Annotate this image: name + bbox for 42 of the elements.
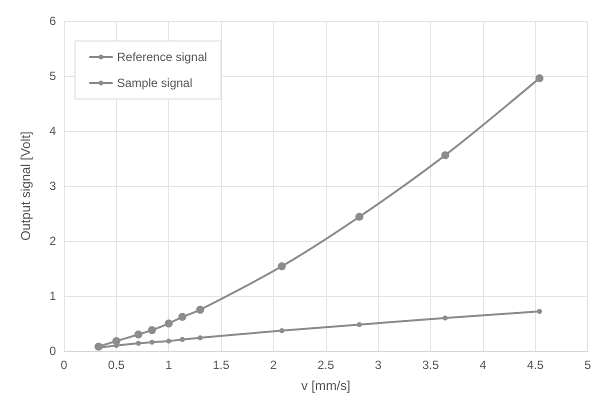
point: [112, 337, 120, 346]
x-tick-label: 1.5: [212, 358, 230, 372]
point: [180, 336, 185, 342]
point: [134, 330, 142, 338]
x-tick-label: 0.5: [108, 358, 126, 372]
y-tick-label: 0: [49, 344, 56, 358]
x-tick-label: 2.5: [317, 358, 334, 372]
x-tick-label: 4: [480, 358, 487, 372]
point: [166, 338, 172, 344]
x-tick-label: 4.5: [526, 358, 544, 372]
y-tick-label: 1: [49, 289, 56, 303]
y-tick-label: 3: [49, 179, 56, 193]
point: [442, 316, 448, 320]
x-tick-label: 1: [165, 358, 172, 372]
legend-label: Sample signal: [117, 76, 192, 90]
x-tick-label: 0: [60, 358, 68, 372]
point: [178, 312, 186, 321]
point: [196, 306, 204, 314]
y-tick-label: 2: [49, 234, 56, 248]
point: [356, 322, 362, 328]
point: [355, 212, 364, 221]
point: [148, 326, 156, 334]
point: [94, 342, 103, 351]
point: [136, 340, 141, 346]
point: [149, 340, 154, 345]
point: [164, 320, 173, 328]
x-tick-label: 5: [584, 358, 592, 372]
x-tick-label: 3: [374, 358, 382, 372]
point: [536, 308, 542, 314]
point: [279, 328, 284, 334]
y-tick-label: 6: [49, 14, 56, 28]
x-tick-label: 3.5: [422, 358, 440, 372]
legend-label: Reference signal: [117, 50, 208, 64]
point: [278, 262, 286, 270]
point: [198, 335, 203, 340]
y-axis-title: Output signal [Volt]: [18, 131, 33, 241]
y-tick-label: 4: [49, 124, 56, 138]
x-tick-label: 2: [270, 358, 278, 372]
y-tick-label: 5: [49, 69, 56, 83]
x-axis-title: v [mm/s]: [301, 378, 350, 393]
point: [535, 74, 544, 82]
point: [441, 151, 450, 160]
